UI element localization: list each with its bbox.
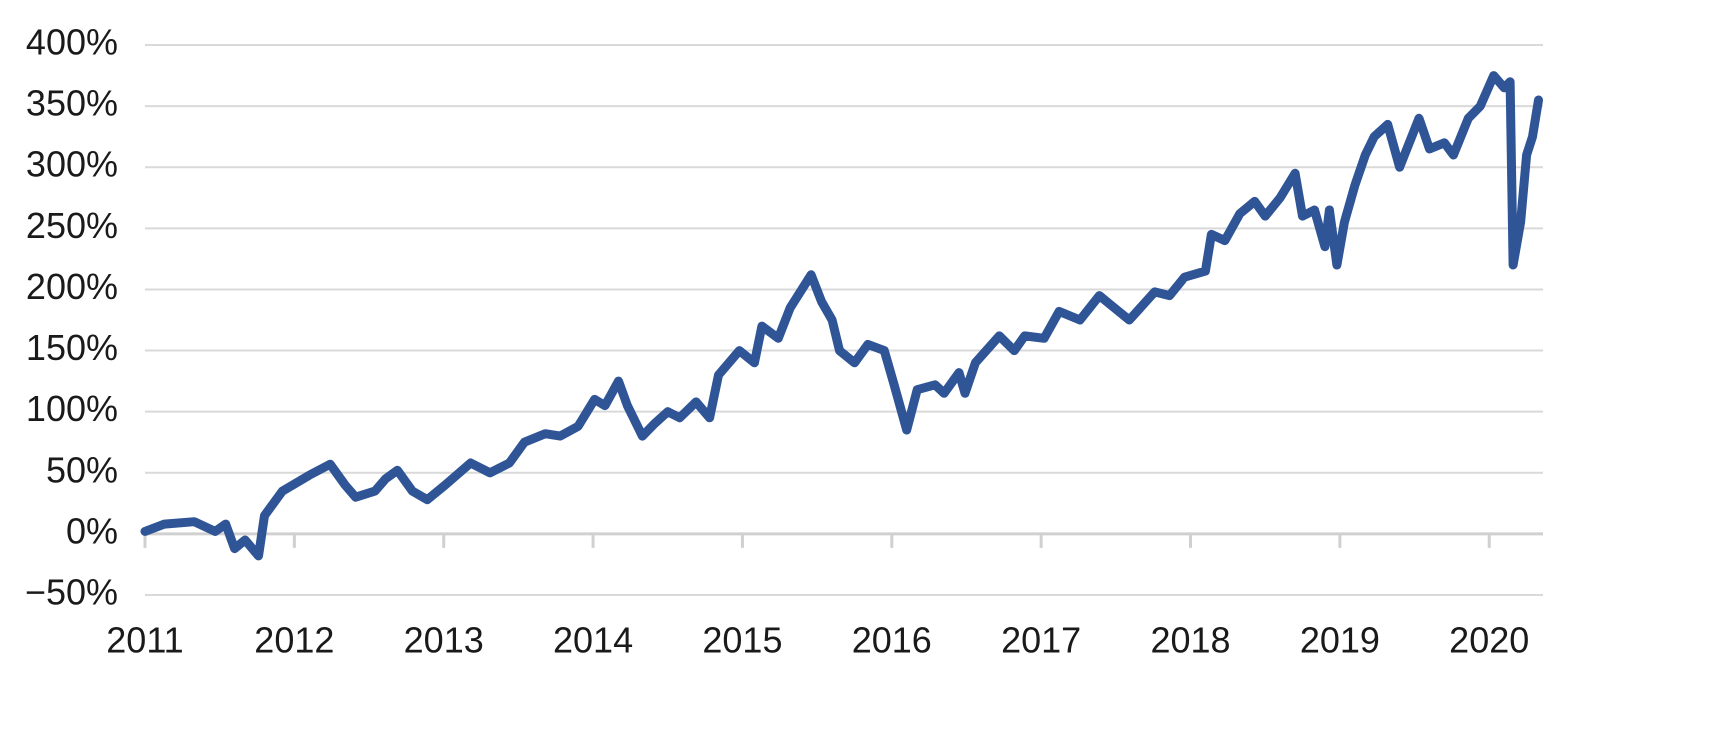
x-tick-label: 2017 — [1001, 620, 1081, 661]
x-tick-label: 2015 — [702, 620, 782, 661]
y-tick-label: 100% — [26, 388, 118, 429]
x-tick-label: 2016 — [852, 620, 932, 661]
y-tick-label: 350% — [26, 83, 118, 124]
x-tick-label: 2018 — [1150, 620, 1230, 661]
y-tick-label: 300% — [26, 144, 118, 185]
line — [140, 71, 1543, 561]
y-tick-label: 0% — [66, 510, 118, 551]
y-tick-label: 150% — [26, 327, 118, 368]
x-tick-label: 2012 — [254, 620, 334, 661]
x-tick-label: 2013 — [404, 620, 484, 661]
y-tick-label: 250% — [26, 205, 118, 246]
x-tick-label: 2019 — [1300, 620, 1380, 661]
y-tick-label: 400% — [26, 22, 118, 63]
x-tick-label: 2011 — [106, 620, 183, 661]
y-tick-label: −50% — [25, 572, 118, 613]
y-tick-label: 50% — [46, 449, 118, 490]
y-tick-label: 200% — [26, 266, 118, 307]
x-tick-label: 2020 — [1449, 620, 1529, 661]
x-tick-label: 2014 — [553, 620, 633, 661]
